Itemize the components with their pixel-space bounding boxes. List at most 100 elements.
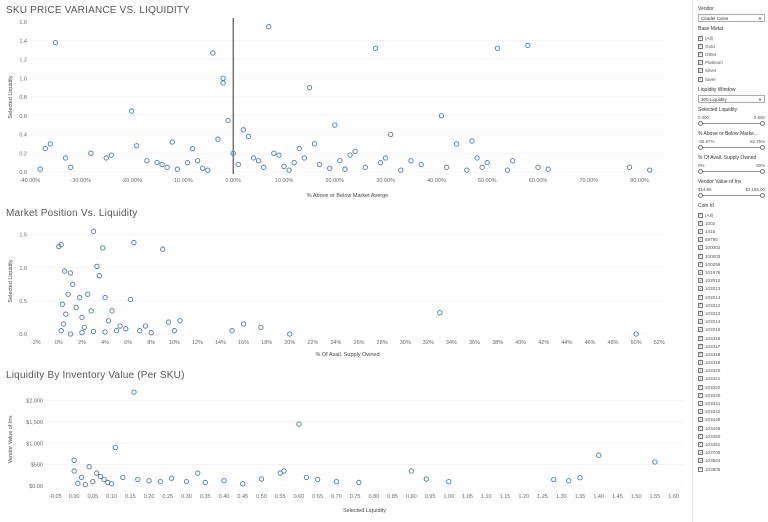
coin-id-option[interactable]: ✓ 103318 [698, 350, 765, 358]
slider-min-handle[interactable] [698, 144, 703, 150]
price-variance-chart[interactable]: 0.0 0.2 0.4 0.6 0.8 1.0 1.2 1.4 1.6 -40.00% -30.00… [0, 16, 690, 206]
scatter-point[interactable] [70, 281, 76, 287]
checkbox[interactable]: ✓ [698, 212, 703, 218]
scatter-point[interactable] [88, 150, 94, 156]
scatter-point[interactable] [90, 228, 97, 234]
scatter-point[interactable] [342, 166, 348, 172]
scatter-point[interactable] [160, 246, 166, 252]
checkbox[interactable]: ✓ [698, 228, 703, 235]
scatter-point[interactable] [82, 481, 88, 488]
scatter-point[interactable] [551, 476, 557, 483]
scatter-point[interactable] [177, 318, 183, 324]
scatter-point[interactable] [464, 167, 470, 173]
coin-id-option[interactable]: ✓ 103341 [698, 399, 765, 407]
scatter-point[interactable] [105, 318, 112, 324]
scatter-point[interactable] [437, 310, 443, 316]
scatter-point[interactable] [127, 296, 134, 303]
coin-id-option[interactable]: ✓ 103319 [698, 359, 765, 367]
checkbox[interactable]: ✓ [698, 244, 703, 251]
coin-id-option[interactable]: ✓ 103322 [698, 383, 765, 391]
scatter-point[interactable] [67, 164, 74, 170]
checkbox[interactable]: ✓ [698, 294, 703, 300]
checkbox[interactable]: ✓ [698, 326, 703, 333]
selected-liquidity-slider[interactable] [698, 120, 765, 127]
scatter-point[interactable] [296, 145, 302, 152]
scatter-point[interactable] [65, 291, 71, 297]
scatter-point[interactable] [78, 474, 85, 480]
scatter-point[interactable] [60, 321, 67, 327]
coin-id-option[interactable]: ✓ 103314 [698, 318, 765, 326]
scatter-point[interactable] [479, 164, 485, 170]
scatter-point[interactable] [446, 478, 452, 485]
checkbox[interactable]: ✓ [698, 425, 703, 431]
scatter-point[interactable] [148, 330, 154, 336]
checkbox[interactable]: ✓ [698, 392, 703, 398]
scatter-point[interactable] [58, 328, 64, 334]
scatter-point[interactable] [258, 476, 265, 482]
scatter-point[interactable] [443, 164, 450, 170]
scatter-point[interactable] [90, 478, 96, 485]
scatter-point[interactable] [210, 50, 216, 56]
checkbox[interactable]: ✓ [698, 367, 703, 374]
coin-id-option[interactable]: ✓ 103804 [698, 457, 765, 465]
pct-supply-owned-slider[interactable] [698, 168, 765, 175]
scatter-point[interactable] [469, 138, 475, 144]
scatter-point[interactable] [315, 476, 321, 483]
coin-id-option[interactable]: ✓ 103320 [698, 367, 765, 375]
scatter-point[interactable] [545, 166, 551, 172]
checkbox[interactable]: ✓ [698, 343, 703, 349]
coin-id-option[interactable]: ✓ 103321 [698, 375, 765, 383]
scatter-point[interactable] [225, 117, 231, 124]
scatter-point[interactable] [71, 457, 77, 463]
base-metal-option[interactable]: ✓ Platinum [698, 59, 765, 67]
vendor-value-slider[interactable] [698, 192, 765, 199]
coin-id-option[interactable]: ✓ 1415 [698, 228, 765, 236]
coin-id-option[interactable]: ✓ 100002 [698, 244, 765, 252]
coin-id-option[interactable]: ✓ 103449 [698, 424, 765, 432]
scatter-point[interactable] [205, 167, 211, 173]
scatter-point[interactable] [352, 148, 358, 155]
checkbox[interactable]: ✓ [698, 359, 703, 366]
scatter-point[interactable] [509, 158, 516, 164]
scatter-point[interactable] [230, 150, 236, 156]
scatter-point[interactable] [388, 131, 394, 138]
scatter-point[interactable] [303, 474, 310, 480]
scatter-point[interactable] [626, 164, 633, 170]
scatter-point[interactable] [423, 476, 429, 482]
scatter-point[interactable] [120, 474, 126, 480]
checkbox[interactable]: ✓ [698, 408, 703, 415]
checkbox[interactable]: ✓ [698, 433, 703, 439]
slider-min-handle[interactable] [698, 120, 703, 126]
scatter-point[interactable] [327, 165, 333, 171]
checkbox[interactable]: ✓ [698, 67, 703, 74]
scatter-point[interactable] [123, 326, 129, 332]
scatter-point[interactable] [408, 468, 414, 474]
scatter-point[interactable] [240, 481, 246, 487]
base-metal-option[interactable]: ✓ Gold [698, 42, 765, 50]
checkbox[interactable]: ✓ [698, 351, 703, 357]
base-metal-option[interactable]: ✓ Steel [698, 75, 765, 83]
coin-id-option[interactable]: ✓ 103316 [698, 334, 765, 342]
scatter-point[interactable] [347, 152, 353, 158]
checkbox[interactable]: ✓ [698, 269, 703, 276]
coin-id-option[interactable]: ✓ 102013 [698, 285, 765, 293]
checkbox[interactable]: ✓ [698, 375, 703, 382]
scatter-point[interactable] [168, 475, 175, 481]
coin-id-option[interactable]: ✓ 103448 [698, 416, 765, 424]
scatter-point[interactable] [454, 141, 460, 147]
checkbox[interactable]: ✓ [698, 43, 703, 49]
scatter-point[interactable] [377, 159, 384, 166]
slider-max-handle[interactable] [760, 192, 765, 198]
scatter-point[interactable] [398, 167, 404, 173]
scatter-point[interactable] [221, 478, 227, 484]
checkbox[interactable]: ✓ [698, 51, 703, 57]
coin-id-option[interactable]: ✓ 103450 [698, 432, 765, 440]
scatter-point[interactable] [52, 39, 59, 46]
scatter-point[interactable] [525, 42, 531, 49]
scatter-point[interactable] [306, 84, 313, 91]
checkbox[interactable]: ✓ [698, 261, 703, 267]
scatter-point[interactable] [96, 273, 102, 279]
scatter-point[interactable] [58, 241, 64, 248]
scatter-point[interactable] [266, 24, 272, 30]
checkbox[interactable]: ✓ [698, 277, 703, 284]
